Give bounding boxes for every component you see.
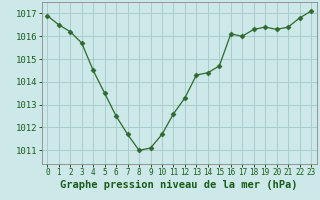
X-axis label: Graphe pression niveau de la mer (hPa): Graphe pression niveau de la mer (hPa) [60,180,298,190]
